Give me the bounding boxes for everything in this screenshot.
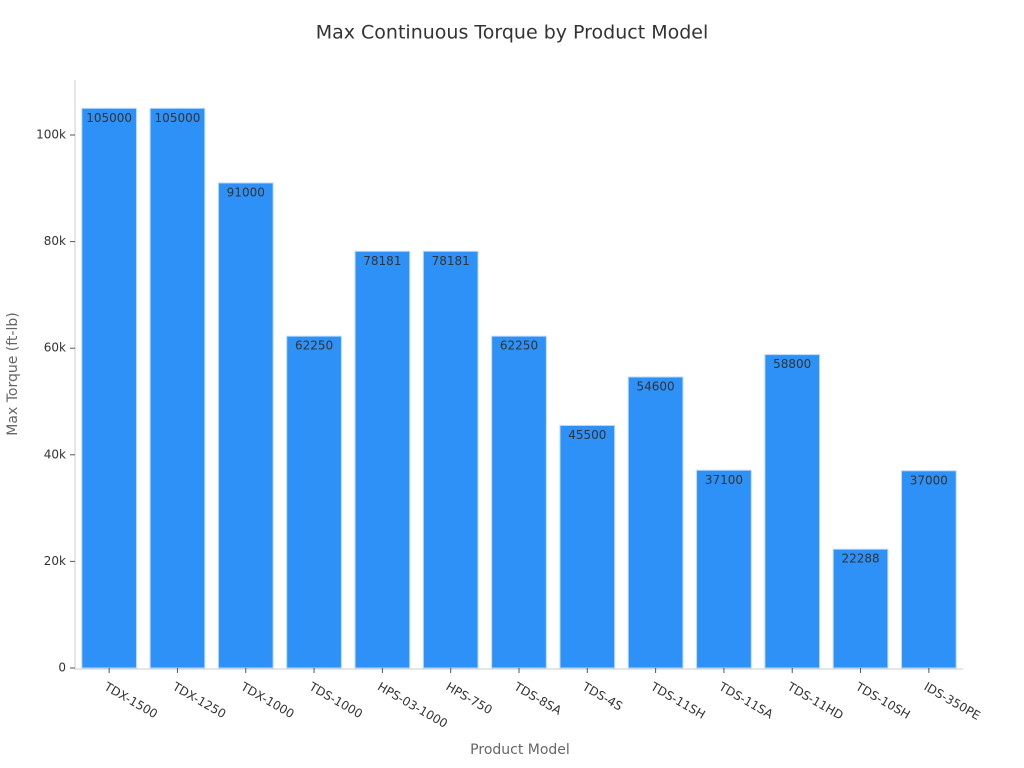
x-tick-label: HPS-03-1000: [375, 680, 450, 731]
value-label: 62250: [500, 339, 538, 353]
y-tick-label: 80k: [44, 234, 66, 248]
y-tick-label: 60k: [44, 341, 66, 355]
value-label: 62250: [295, 339, 333, 353]
bar: [764, 354, 821, 669]
bar: [217, 182, 274, 669]
value-label: 45500: [568, 428, 606, 442]
value-label: 105000: [86, 111, 132, 125]
bar: [491, 335, 547, 669]
bar: [149, 107, 206, 669]
bar: [422, 250, 479, 669]
bar: [832, 548, 889, 669]
value-label: 22288: [841, 552, 879, 566]
x-tick-label: TDS-1000: [306, 679, 365, 721]
x-tick-label: TDS-11SA: [716, 679, 776, 722]
bar: [696, 469, 752, 669]
value-label: 78181: [363, 254, 401, 268]
y-axis-label: Max Torque (ft-lb): [5, 312, 21, 435]
value-label: 58800: [773, 357, 811, 371]
bar: [559, 424, 616, 669]
bar: [286, 335, 342, 669]
value-label: 78181: [432, 254, 470, 268]
bar: [901, 470, 957, 669]
x-tick-label: TDS-11SH: [647, 679, 707, 722]
value-label: 37000: [910, 473, 948, 487]
x-tick-label: TDX-1250: [169, 679, 228, 721]
x-tick-label: TDS-8SA: [511, 679, 565, 718]
value-label: 105000: [155, 111, 201, 125]
x-tick-label: TDS-4S: [579, 679, 625, 714]
x-tick-label: IDS-350PE: [922, 680, 983, 723]
y-tick-label: 0: [58, 661, 66, 675]
x-tick-label: HPS-750: [443, 680, 494, 718]
bar: [81, 107, 137, 669]
chart-title: Max Continuous Torque by Product Model: [316, 22, 709, 44]
x-tick-label: TDX-1000: [238, 679, 297, 721]
value-label: 54600: [637, 379, 675, 393]
y-tick-label: 100k: [36, 128, 66, 142]
value-label: 37100: [705, 473, 743, 487]
bar: [354, 250, 411, 669]
y-tick-label: 40k: [44, 447, 66, 461]
value-label: 91000: [227, 185, 265, 199]
x-axis-label: Product Model: [470, 742, 570, 758]
y-tick-label: 20k: [44, 554, 66, 568]
x-tick-label: TDS-11HD: [784, 679, 846, 723]
bar: [627, 376, 684, 669]
x-tick-label: TDS-10SH: [852, 679, 912, 722]
x-tick-label: TDX-1500: [101, 679, 160, 721]
